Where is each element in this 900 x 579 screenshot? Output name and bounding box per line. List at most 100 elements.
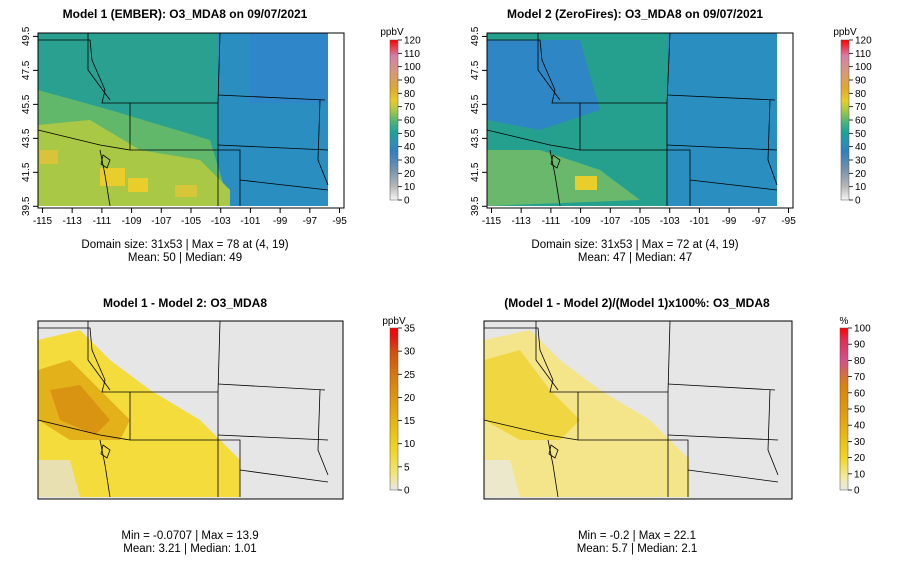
panel3-legend-bar xyxy=(389,327,399,491)
panel2-x-axis: -115 -113 -111 -109 -107 -105 -103 -101 -99 -97 -9… xyxy=(482,208,796,227)
panel1-legend-tick-label: 70 xyxy=(404,102,416,113)
panel4-legend-tick-label: 100 xyxy=(854,324,871,335)
panel4-legend-tick-label: 80 xyxy=(854,356,866,367)
panel2-cell-hot-1 xyxy=(575,176,597,190)
panel2-region-sw xyxy=(487,150,640,206)
panel3-legend-tick-label: 30 xyxy=(404,347,416,358)
panel4-legend-tick-label: 60 xyxy=(854,388,866,399)
panel1-legend-tick-label: 80 xyxy=(404,89,416,100)
panel2-legend-tick-label: 40 xyxy=(855,142,867,153)
panel3-stats-line1: Min = -0.0707 | Max = 13.9 xyxy=(121,530,258,542)
panel1-y-axis: 39.5 41.5 43.5 45.5 47.5 49.5 xyxy=(21,26,38,216)
panel1-stats-line2: Mean: 50 | Median: 49 xyxy=(128,252,242,264)
panel3-frame xyxy=(37,320,344,500)
panel4-legend-ticks: 0 10 20 30 40 50 60 70 80 90 100 xyxy=(848,324,871,497)
panel1-map xyxy=(38,33,328,206)
panel2-x-tick-label: -109 xyxy=(571,216,591,227)
panel2-legend-tick-label: 60 xyxy=(855,116,867,127)
panel1-cell-hot-2 xyxy=(128,178,148,192)
panel2-legend-tick-label: 10 xyxy=(855,182,867,193)
panel1-state-borders xyxy=(37,32,329,207)
panel3-state-borders xyxy=(37,320,329,498)
panel1-x-tick-label: -103 xyxy=(211,216,231,227)
panel4-legend: % 0 10 20 30 40 50 60 70 80 90 100 xyxy=(840,316,872,497)
panel1-x-tick-label: -113 xyxy=(63,216,83,227)
panel2-x-tick-label: -115 xyxy=(482,216,502,227)
panel2-x-tick-label: -101 xyxy=(689,216,709,227)
panel1-cell-hot-4 xyxy=(175,185,197,197)
panel2-x-tick-label: -95 xyxy=(781,216,796,227)
panel2-x-tick-label: -103 xyxy=(660,216,680,227)
panel3-legend: ppbV 0 5 10 15 20 25 30 35 xyxy=(382,316,415,497)
panel3-legend-tick-label: 35 xyxy=(404,324,416,335)
panel1-legend-tick-label: 110 xyxy=(404,49,420,60)
panel-model1: Model 1 (EMBER): O3_MDA8 on 09/07/2021 xyxy=(21,7,421,264)
panel1-y-tick-label: 45.5 xyxy=(21,94,32,114)
panel1-legend-tick-label: 120 xyxy=(404,36,421,47)
panel1-x-tick-label: -107 xyxy=(151,216,171,227)
panel3-legend-ticks: 0 5 10 15 20 25 30 35 xyxy=(398,324,416,497)
panel2-legend-tick-label: 100 xyxy=(855,62,872,73)
panel4-legend-tick-label: 90 xyxy=(854,340,866,351)
panel4-map xyxy=(484,321,792,499)
panel3-legend-tick-label: 20 xyxy=(404,393,416,404)
panel2-x-tick-label: -105 xyxy=(630,216,650,227)
panel3-title: Model 1 - Model 2: O3_MDA8 xyxy=(103,296,267,310)
panel2-legend-tick-label: 70 xyxy=(855,102,867,113)
panel2-x-tick-label: -99 xyxy=(722,216,737,227)
panel-model2: Model 2 (ZeroFires): O3_MDA8 on 09/07/20… xyxy=(470,7,872,264)
panel4-state-borders xyxy=(483,320,779,498)
panel2-legend-tick-label: 120 xyxy=(855,36,872,47)
panel1-legend-tick-label: 50 xyxy=(404,129,416,140)
panel2-legend-tick-label: 0 xyxy=(855,196,861,207)
panel2-y-tick-label: 41.5 xyxy=(470,162,481,182)
panel4-legend-tick-label: 30 xyxy=(854,437,866,448)
panel2-legend-tick-label: 110 xyxy=(855,49,871,60)
panel1-y-tick-label: 39.5 xyxy=(21,196,32,216)
panel4-legend-tick-label: 0 xyxy=(854,486,860,497)
panel3-legend-tick-label: 25 xyxy=(404,370,416,381)
panel2-stats-line1: Domain size: 31x53 | Max = 72 at (4, 19) xyxy=(531,239,738,251)
panel2-y-tick-label: 39.5 xyxy=(470,196,481,216)
panel1-legend-unit: ppbV xyxy=(380,27,404,38)
panel1-x-tick-label: -115 xyxy=(33,216,53,227)
panel3-legend-tick-label: 10 xyxy=(404,439,416,450)
panel1-legend-bar xyxy=(389,39,399,201)
panel2-legend: ppbV 0 10 20 30 40 50 60 70 80 90 100 110 120 xyxy=(833,27,872,207)
panel1-x-axis: -115 -113 -111 -109 -107 -105 -103 -101 -99 -97 -9… xyxy=(33,208,347,227)
panel2-legend-tick-label: 90 xyxy=(855,76,867,87)
panel1-legend-ticks: 0 10 20 30 40 50 60 70 80 90 100 110 120 xyxy=(398,36,421,207)
panel1-y-tick-label: 41.5 xyxy=(21,162,32,182)
panel1-x-tick-label: -109 xyxy=(122,216,142,227)
panel4-legend-tick-label: 50 xyxy=(854,405,866,416)
panel4-legend-tick-label: 70 xyxy=(854,372,866,383)
panel4-legend-bar xyxy=(839,327,849,491)
panel4-legend-unit: % xyxy=(840,316,849,327)
panel4-frame xyxy=(483,320,793,500)
panel1-legend: ppbV 0 10 20 30 40 50 60 70 80 90 100 110 120 xyxy=(380,27,421,207)
panel2-y-tick-label: 47.5 xyxy=(470,60,481,80)
panel2-legend-tick-label: 30 xyxy=(855,156,867,167)
panel2-stats-line2: Mean: 47 | Median: 47 xyxy=(578,252,692,264)
panel4-region-bright xyxy=(484,350,580,440)
panel1-legend-tick-label: 0 xyxy=(404,196,410,207)
panel1-title: Model 1 (EMBER): O3_MDA8 on 09/07/2021 xyxy=(63,7,308,21)
panel4-stats-line2: Mean: 5.7 | Median: 2.1 xyxy=(577,543,698,555)
panel1-y-tick-label: 47.5 xyxy=(21,60,32,80)
panel1-x-tick-label: -101 xyxy=(240,216,260,227)
panel1-x-tick-label: -95 xyxy=(332,216,347,227)
panel2-legend-ticks: 0 10 20 30 40 50 60 70 80 90 100 110 120 xyxy=(849,36,872,207)
panel1-legend-tick-label: 20 xyxy=(404,169,416,180)
panel3-region-yellow xyxy=(38,330,240,497)
panel3-stats-line2: Mean: 3.21 | Median: 1.01 xyxy=(123,543,256,555)
panel1-x-tick-label: -97 xyxy=(303,216,318,227)
panel2-region-east xyxy=(667,33,777,206)
panel1-region-ne xyxy=(250,33,328,103)
panel2-y-axis: 39.5 41.5 43.5 45.5 47.5 49.5 xyxy=(470,26,487,216)
panel1-legend-tick-label: 90 xyxy=(404,76,416,87)
panel1-legend-tick-label: 30 xyxy=(404,156,416,167)
panel2-x-tick-label: -97 xyxy=(752,216,767,227)
panel-percent-difference: (Model 1 - Model 2)/(Model 1)x100%: O3_M… xyxy=(483,296,872,555)
panel2-region-nw xyxy=(487,40,600,130)
panel3-legend-tick-label: 0 xyxy=(404,486,410,497)
